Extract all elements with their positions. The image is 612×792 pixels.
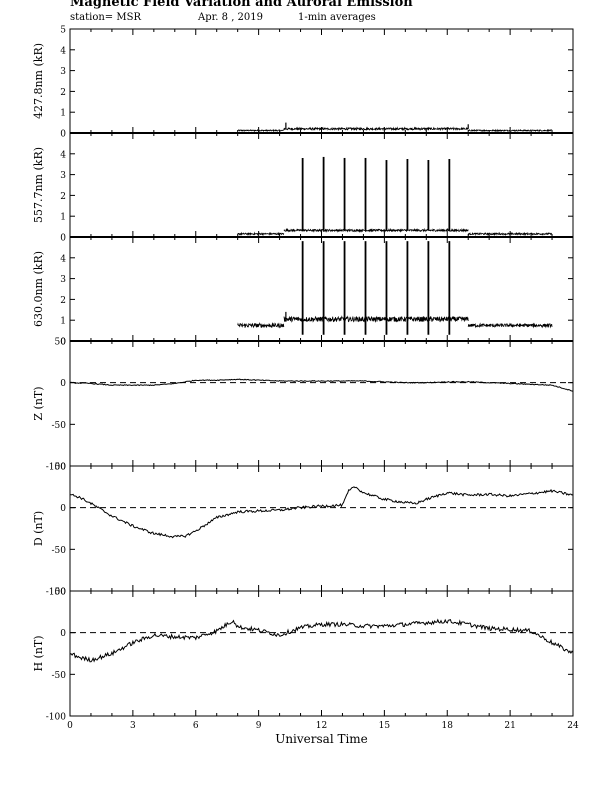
- x-axis-label: Universal Time: [275, 732, 368, 746]
- y-tick-label: 4: [60, 254, 66, 264]
- y-tick-label: -50: [52, 546, 67, 556]
- y-tick-label: 2: [60, 296, 66, 306]
- emission-trace: [283, 126, 469, 132]
- emission-trace: [283, 227, 469, 233]
- x-tick-label: 21: [504, 721, 515, 731]
- magnetic-trace: [69, 618, 574, 663]
- emission-trace: [467, 322, 553, 329]
- panel-frame: [69, 28, 574, 134]
- y-tick-label: 3: [60, 67, 66, 77]
- averaging-label: 1-min averages: [298, 12, 376, 23]
- y-axis-label: 557.7nm (kR): [32, 147, 45, 223]
- x-tick-label: 3: [130, 721, 136, 731]
- y-tick-label: 3: [60, 275, 66, 285]
- y-tick-label: 50: [55, 338, 67, 348]
- y-tick-label: 0: [60, 504, 66, 514]
- panel-frame: [69, 132, 574, 238]
- y-axis-label: Z (nT): [32, 386, 45, 420]
- emission-trace: [237, 128, 285, 133]
- x-tick-label: 0: [67, 721, 73, 731]
- x-tick-label: 24: [567, 721, 579, 731]
- y-axis-label: D (nT): [32, 511, 45, 546]
- y-tick-label: -100: [46, 713, 66, 723]
- y-tick-label: 4: [60, 46, 66, 56]
- y-tick-label: 50: [55, 463, 67, 473]
- emission-trace: [468, 128, 553, 133]
- x-tick-label: 18: [442, 721, 454, 731]
- x-tick-label: 6: [193, 721, 199, 731]
- emission-trace: [237, 321, 285, 329]
- y-tick-label: 4: [60, 150, 66, 160]
- y-tick-label: 50: [55, 588, 67, 598]
- magnetic-trace: [69, 486, 574, 539]
- y-tick-label: 0: [60, 379, 66, 389]
- y-tick-label: 2: [60, 88, 66, 98]
- y-axis-label: 630.0nm (kR): [32, 251, 45, 327]
- date-label: Apr. 8 , 2019: [198, 12, 264, 23]
- y-tick-label: 1: [60, 317, 66, 327]
- x-tick-label: 9: [256, 721, 262, 731]
- y-tick-label: 0: [60, 234, 66, 244]
- y-tick-label: -100: [46, 463, 66, 473]
- x-tick-label: 12: [316, 721, 327, 731]
- y-tick-label: 1: [60, 213, 66, 223]
- station-label: station= MSR: [70, 12, 141, 23]
- panel-frame: [69, 340, 574, 467]
- y-tick-label: 0: [60, 338, 66, 348]
- y-tick-label: -50: [52, 421, 67, 431]
- y-tick-label: 1: [60, 109, 66, 119]
- y-tick-label: 0: [60, 130, 66, 140]
- panel-frame: [69, 590, 574, 717]
- x-tick-label: 15: [379, 721, 391, 731]
- y-tick-label: 2: [60, 192, 66, 202]
- chart-title: Magnetic Field Variation and Auroral Emi…: [70, 0, 413, 10]
- emission-trace: [283, 315, 469, 323]
- y-tick-label: -100: [46, 588, 66, 598]
- y-axis-label: H (nT): [32, 635, 45, 671]
- y-tick-label: 0: [60, 629, 66, 639]
- y-axis-label: 427.8nm (kR): [32, 43, 45, 119]
- emission-trace: [468, 231, 553, 237]
- y-tick-label: 3: [60, 171, 66, 181]
- y-tick-label: 5: [60, 26, 66, 36]
- emission-trace: [237, 231, 285, 236]
- panel-frame: [69, 465, 574, 592]
- y-tick-label: -50: [52, 671, 67, 681]
- magnetic-trace: [69, 378, 574, 392]
